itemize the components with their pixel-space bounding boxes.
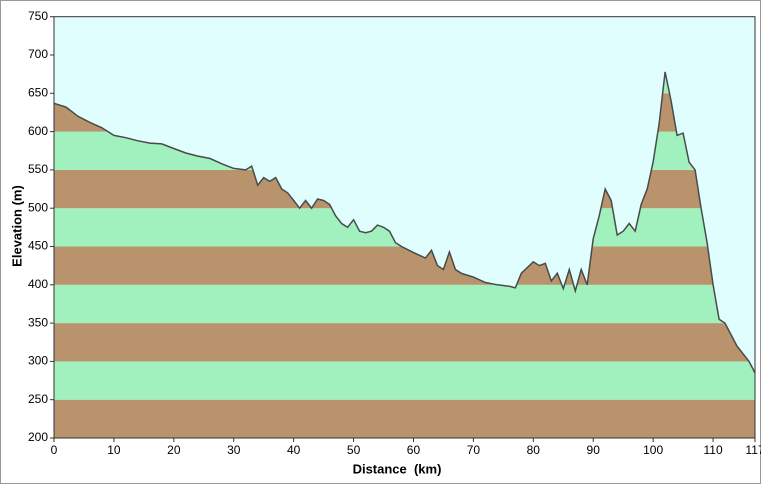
- x-tick-label: 70: [467, 443, 481, 457]
- x-tick-label: 0: [51, 443, 58, 457]
- y-tick-label: 200: [28, 430, 48, 444]
- x-tick-label: 50: [347, 443, 361, 457]
- y-tick-label: 700: [28, 47, 48, 61]
- y-tick-label: 400: [28, 277, 48, 291]
- elevation-line: [53, 71, 756, 374]
- y-tick-label: 650: [28, 85, 48, 99]
- elevation-band: [54, 246, 755, 285]
- y-tick-label: 550: [28, 162, 48, 176]
- x-tick-label: 20: [167, 443, 181, 457]
- elevation-band: [54, 284, 755, 324]
- y-tick-label: 350: [28, 315, 48, 329]
- x-tick-label: 100: [643, 443, 663, 457]
- x-tick-label: 10: [107, 443, 121, 457]
- elevation-band: [54, 361, 755, 400]
- x-tick-label: 40: [287, 443, 301, 457]
- y-tick-label: 250: [28, 392, 48, 406]
- x-tick-label: 117: [745, 443, 761, 457]
- y-axis-label: Elevation (m): [9, 185, 24, 267]
- x-tick-label: 60: [407, 443, 421, 457]
- plot-border: [53, 16, 756, 439]
- y-tick-label: 300: [28, 354, 48, 368]
- x-tick-label: 90: [587, 443, 601, 457]
- elevation-band: [54, 323, 755, 362]
- y-tick-label: 600: [28, 124, 48, 138]
- y-tick-label: 750: [28, 9, 48, 23]
- x-tick-label: 110: [703, 443, 722, 457]
- x-tick-label: 30: [227, 443, 241, 457]
- x-axis-label: Distance (km): [353, 461, 442, 476]
- x-tick-label: 80: [527, 443, 541, 457]
- y-tick-label: 450: [28, 239, 48, 253]
- y-tick-label: 500: [28, 200, 48, 214]
- elevation-band: [54, 399, 755, 438]
